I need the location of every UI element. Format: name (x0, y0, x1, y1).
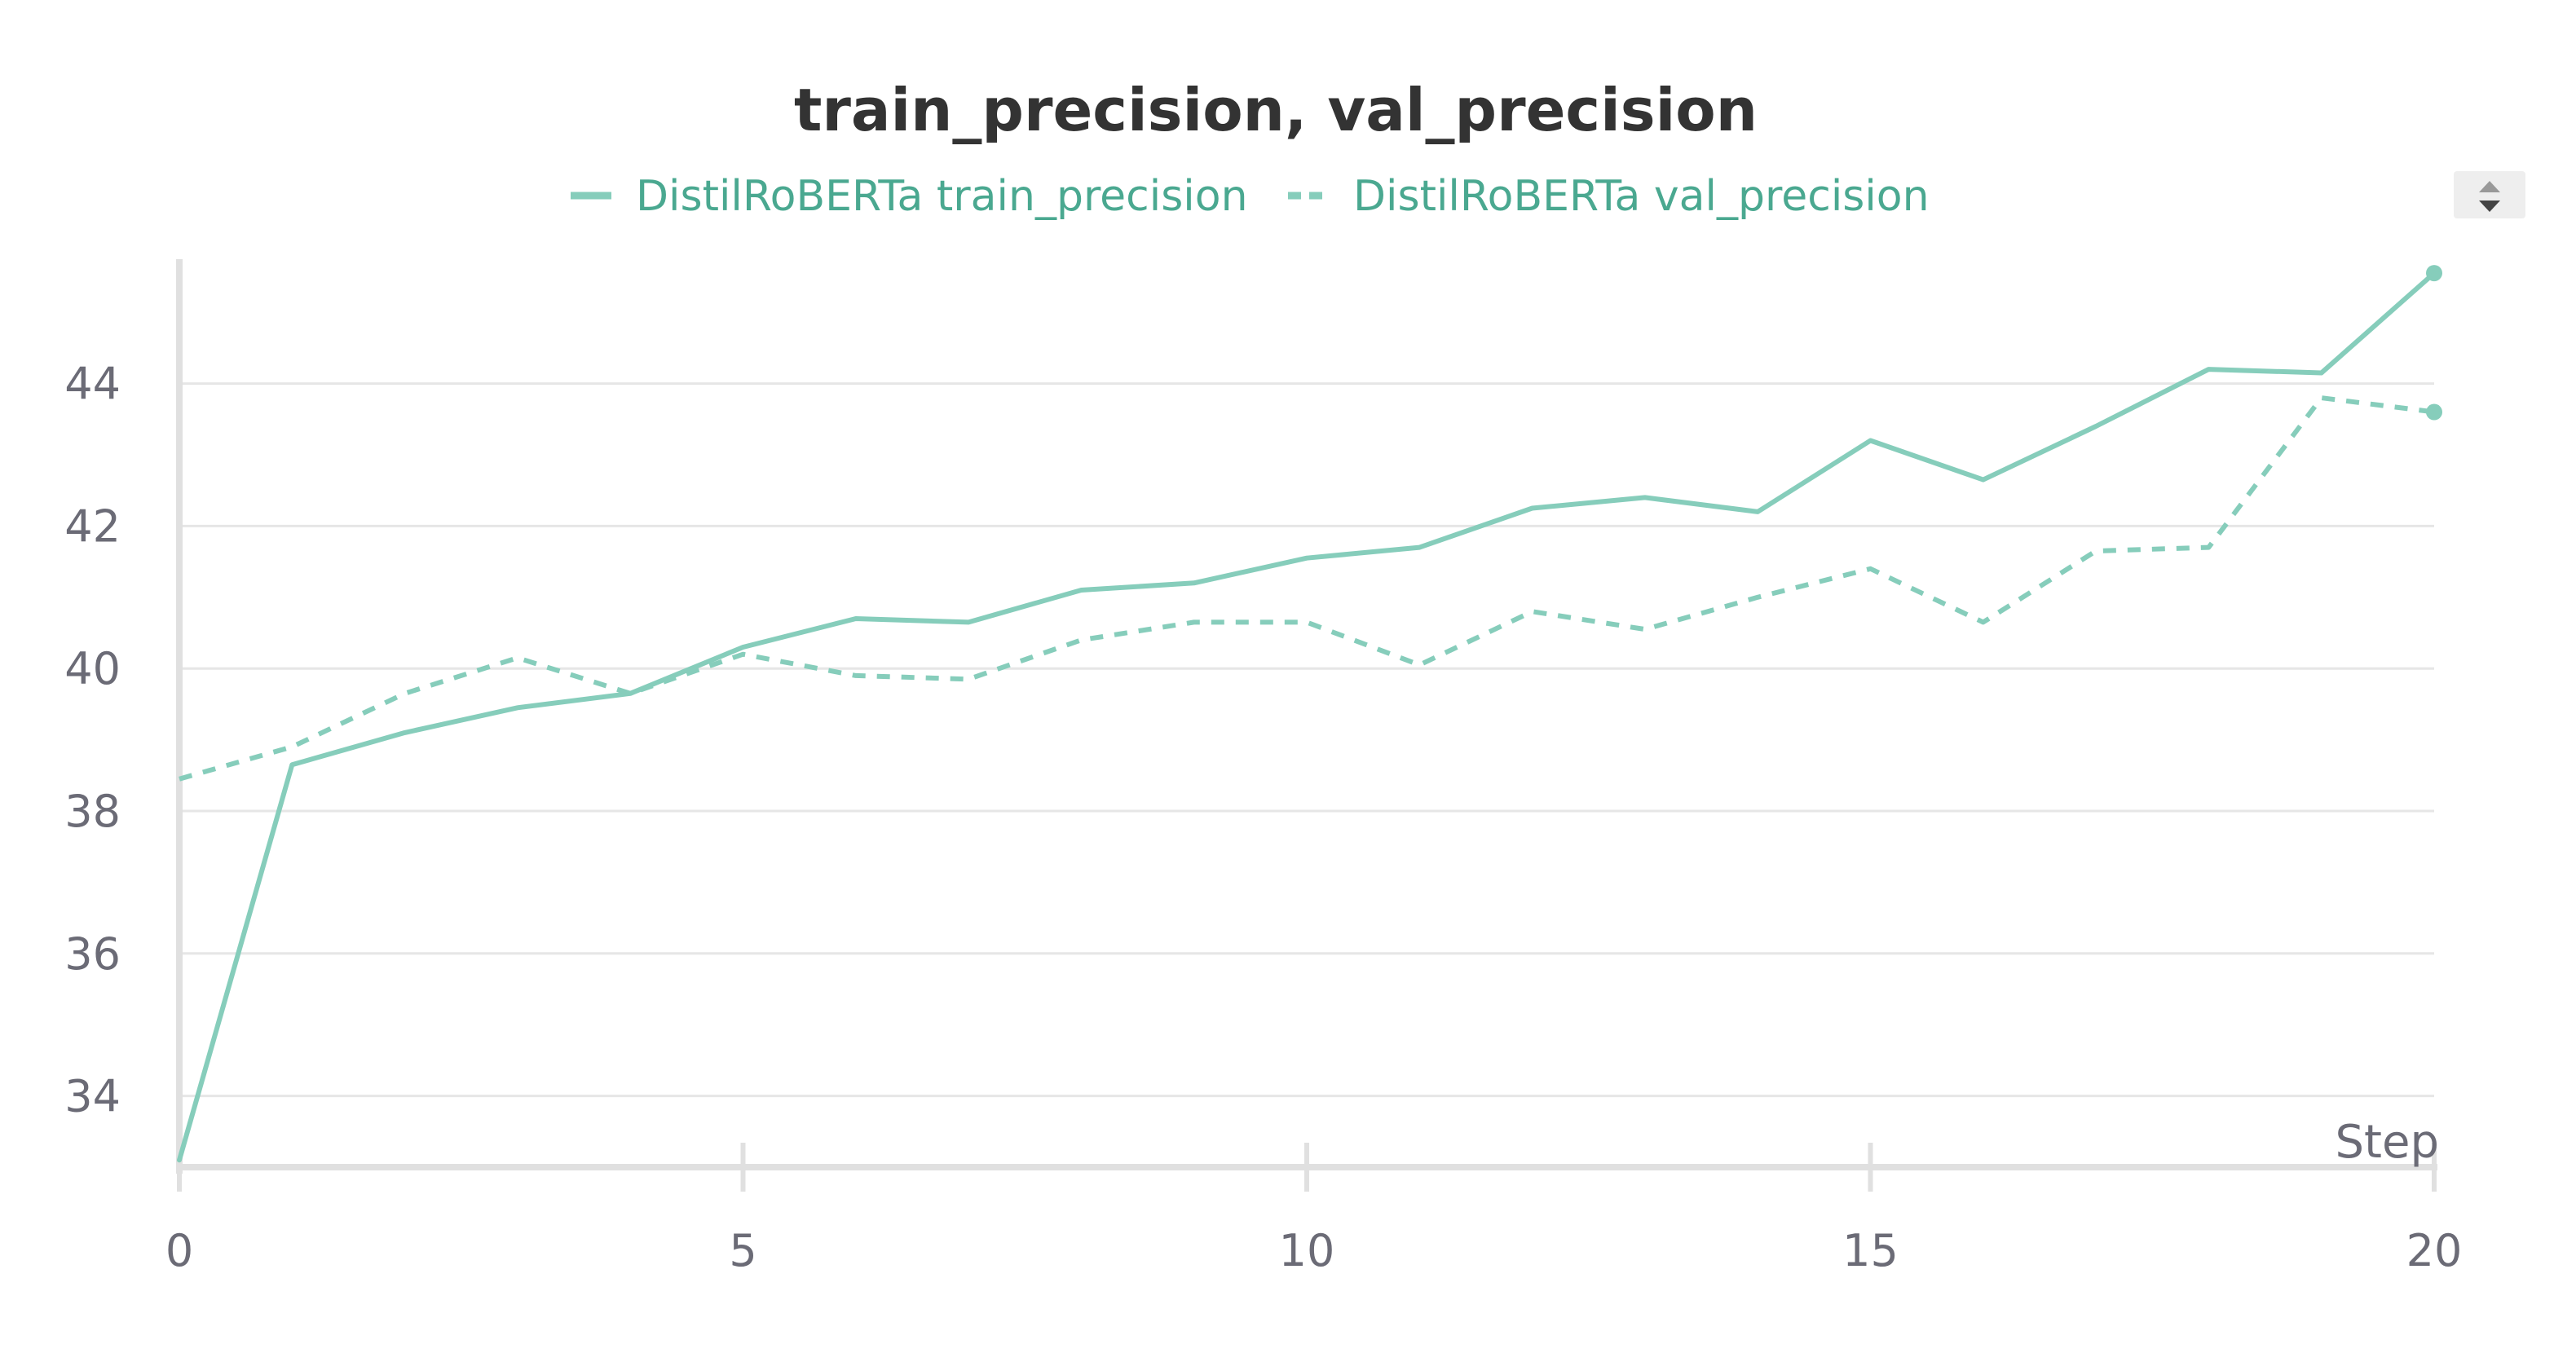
legend-label: DistilRoBERTa train_precision (636, 172, 1248, 221)
legend: DistilRoBERTa train_precision DistilRoBER… (571, 172, 1930, 221)
y-tick-label: 42 (64, 500, 121, 552)
chevron-down-icon (2479, 201, 2500, 212)
grid-lines (179, 382, 2434, 1098)
x-tick-label: 10 (1279, 1225, 1335, 1276)
x-axis-label: Step (2335, 1116, 2439, 1169)
y-tick-label: 36 (64, 928, 121, 980)
x-tick-label: 20 (2406, 1225, 2463, 1276)
x-tick-label: 5 (729, 1225, 756, 1276)
y-tick-label: 38 (64, 786, 121, 837)
legend-scroll-button[interactable] (2454, 171, 2525, 218)
y-tick-label: 34 (64, 1071, 121, 1122)
legend-item[interactable]: DistilRoBERTa train_precision (571, 172, 1248, 221)
y-axis-ticks: 34 36 38 40 42 44 (64, 359, 121, 1122)
x-axis-ticks: 0 5 10 15 20 (165, 1143, 2463, 1276)
axes (176, 259, 2437, 1174)
series-lines (177, 265, 2442, 1163)
series-end-point-val-precision (2426, 403, 2442, 421)
x-tick-label: 0 (165, 1225, 193, 1276)
y-tick-label: 44 (64, 359, 121, 410)
chevron-up-icon (2479, 181, 2500, 192)
series-line-train-precision (177, 271, 2437, 1163)
series-line-val-precision (179, 395, 2435, 782)
series-end-point-train-precision (2426, 265, 2442, 282)
chart-title: train_precision, val_precision (794, 76, 1758, 144)
x-tick-label: 15 (1842, 1225, 1899, 1276)
legend-item[interactable]: DistilRoBERTa val_precision (1288, 172, 1930, 221)
legend-label: DistilRoBERTa val_precision (1353, 172, 1930, 221)
legend-scroll-background (2454, 171, 2525, 218)
y-tick-label: 40 (64, 643, 121, 694)
